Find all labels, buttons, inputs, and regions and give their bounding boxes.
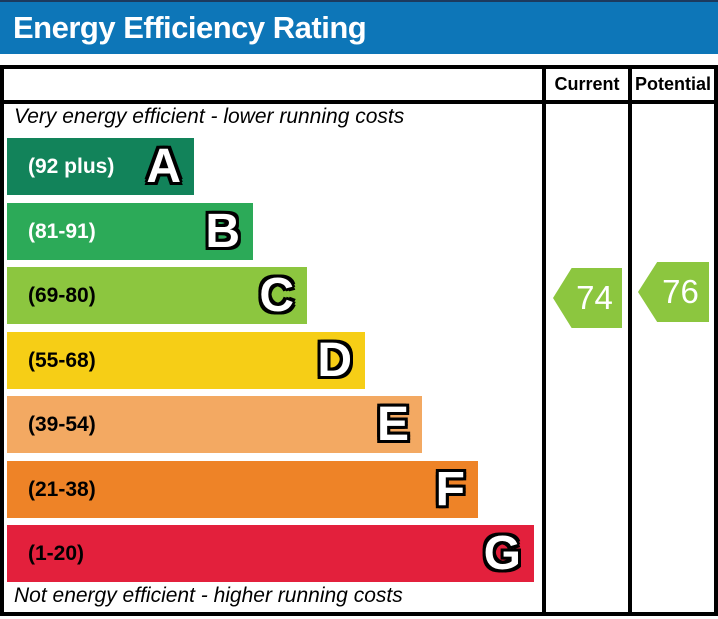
rating-table: Current Potential Very energy efficient … (0, 65, 718, 616)
potential-rating-arrow: 76 (638, 262, 709, 322)
current-column-header: Current (554, 74, 620, 94)
band-e-letter: E (376, 398, 409, 451)
current-rating-value: 74 (576, 279, 613, 316)
band-f: (21-38) F (7, 461, 478, 518)
band-c: (69-80) C (7, 267, 307, 324)
band-g-letter: G (483, 527, 521, 580)
bottom-note: Not energy efficient - higher running co… (14, 584, 403, 607)
band-a-letter: A (146, 140, 181, 193)
band-c-range: (69-80) (28, 283, 96, 307)
band-g: (1-20) G (7, 525, 534, 582)
band-b-letter: B (205, 205, 240, 258)
current-rating-arrow: 74 (553, 268, 622, 328)
band-e-range: (39-54) (28, 412, 96, 436)
band-d-range: (55-68) (28, 348, 96, 372)
band-a-range: (92 plus) (28, 154, 115, 178)
top-note: Very energy efficient - lower running co… (14, 105, 405, 128)
chart-title: Energy Efficiency Rating (13, 10, 367, 45)
chart-title-bar: Energy Efficiency Rating (0, 2, 718, 54)
header-divider (4, 100, 714, 104)
band-e: (39-54) E (7, 396, 422, 453)
potential-column-divider (628, 69, 632, 612)
band-g-range: (1-20) (28, 541, 85, 565)
band-f-range: (21-38) (28, 477, 96, 501)
current-column-divider (542, 69, 546, 612)
band-d-letter: D (317, 334, 352, 387)
band-c-letter: C (259, 269, 294, 322)
band-d: (55-68) D (7, 332, 365, 389)
potential-rating-value: 76 (662, 273, 699, 310)
band-b-range: (81-91) (28, 219, 96, 243)
potential-column-header: Potential (634, 74, 711, 94)
band-f-letter: F (435, 463, 465, 516)
top-edge-divider (0, 0, 718, 2)
band-b: (81-91) B (7, 203, 253, 260)
band-a: (92 plus) A (7, 138, 194, 195)
